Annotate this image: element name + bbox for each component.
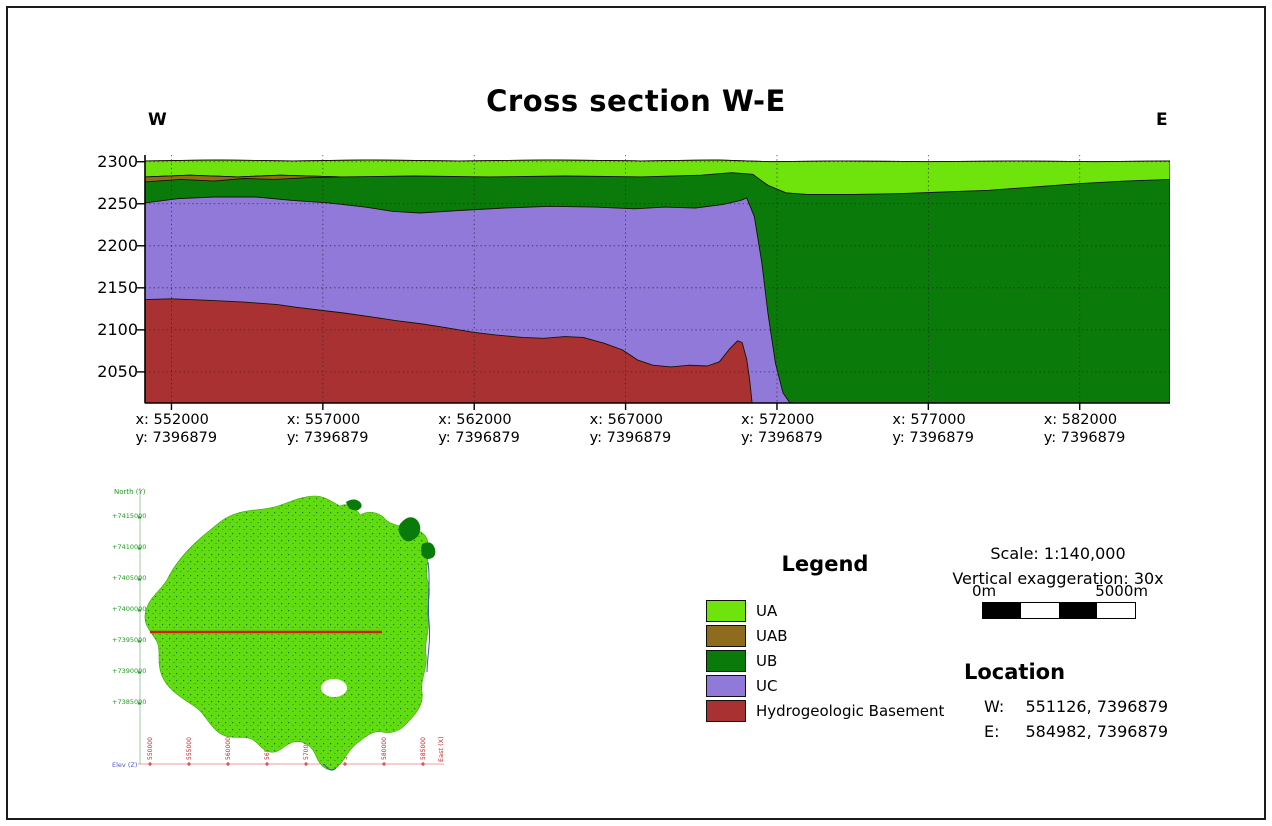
elevation-tick-label: 2100 [97,319,138,339]
inset-lake [321,679,347,697]
distance-tick-label: x: 562000 y: 7396879 [438,412,520,446]
legend-title: Legend [781,552,869,576]
legend-item: Hydrogeologic Basement [706,699,950,722]
inset-elev-axis-label: Elev (Z) [112,761,137,769]
inset-y-tick [138,547,141,550]
inset-y-tick [138,671,141,674]
distance-tick-label: x: 577000 y: 7396879 [892,412,974,446]
elevation-tick-label: 2200 [97,235,138,255]
west-endpoint-label: W [148,110,167,130]
inset-shore-line [323,561,431,771]
elevation-tick-label: 2250 [97,193,138,213]
scale-bar-left-label: 0m [972,582,997,600]
scale-text: Scale: 1:140,000 [990,544,1126,563]
inset-y-tick-label: +7415000 [112,512,146,520]
scale-bar-segment [1097,603,1135,618]
location-title: Location [964,660,1066,684]
inset-y-tick-labels: +7415000 +7410000 +7405000 +7400000 +7395000… [112,512,146,706]
inset-ub-outcrop-3 [346,499,362,511]
location-west-value: 551126, 7396879 [1025,697,1168,716]
location-east-label: E: [984,722,1000,741]
scale-bar-segment [1059,603,1097,618]
legend-swatch [706,649,746,672]
elevation-tick-label: 2050 [97,361,138,381]
layer-basement [144,298,753,404]
inset-x-tick-label: 570000 [303,737,310,760]
vertical-exaggeration-text: Vertical exaggeration: 30x [952,569,1164,588]
elevation-tick-label: 2150 [97,277,138,297]
scale-block: Scale: 1:140,000 Vertical exaggeration: … [938,544,1178,619]
legend-swatch [706,599,746,622]
inset-y-tick [138,702,141,705]
inset-x-tick-label: 585000 [420,737,427,760]
inset-x-tick-label: 550000 [147,737,154,760]
inset-y-tick-label: +7395000 [112,636,146,644]
legend-swatch [706,624,746,647]
elevation-tick-label: 2300 [97,151,138,171]
inset-north-axis-label: North (Y) [114,488,146,496]
legend-item: UAB [706,624,950,647]
scale-bar: 0m 5000m [972,582,1148,619]
inset-y-tick [138,578,141,581]
distance-tick-label: x: 572000 y: 7396879 [740,412,823,446]
scale-bar-segment [983,603,1021,618]
legend: Legend UA UAB UB UC Hydrogeologic Basement [700,552,950,725]
distance-tick-label: x: 557000 y: 7396879 [286,412,369,446]
inset-y-tick-label: +7385000 [112,698,146,706]
inset-x-tick-label: 580000 [381,737,388,760]
layer-ua [144,159,1170,195]
location-east-value: 584982, 7396879 [1025,722,1168,741]
legend-swatch [706,699,746,722]
legend-label: UA [756,601,778,620]
inset-map: North (Y) +7415000 +7410000 +7405000 +74000… [112,488,445,771]
inset-y-tick [138,609,141,612]
inset-x-tick-label: 555000 [186,737,193,760]
legend-item: UC [706,674,950,697]
east-endpoint-label: E [1156,110,1168,130]
distance-tick-label: x: 552000 y: 7396879 [135,412,218,446]
cross-section-layers [137,155,1170,410]
inset-ub-outcrop [398,517,421,542]
inset-y-tick-label: +7405000 [112,574,146,582]
location-row-east: E: 584982, 7396879 [952,719,1182,744]
inset-y-tick [138,516,141,519]
page-title: Cross section W-E [486,84,786,118]
location-row-west: W: 551126, 7396879 [952,694,1182,719]
distance-tick-label: x: 582000 y: 7396879 [1043,412,1126,446]
inset-x-tick-label: 560000 [225,737,232,760]
distance-tick-label: x: 567000 y: 7396879 [589,412,672,446]
inset-east-axis-label: East (X) [437,736,445,762]
scale-bar-segment [1021,603,1059,618]
inset-y-tick-label: +7410000 [112,543,146,551]
location-block: Location W: 551126, 7396879 E: 584982, 7… [952,660,1182,744]
inset-ub-outcrop-2 [421,542,436,559]
legend-item: UB [706,649,950,672]
inset-y-tick [138,640,141,643]
layer-uab [144,174,342,183]
scale-bar-right-label: 5000m [1095,582,1148,600]
location-west-label: W: [984,697,1005,716]
legend-label: UB [756,651,778,670]
scale-bar-segments [982,602,1136,619]
cross-section-plot [137,155,1170,410]
inset-y-tick-label: +7390000 [112,667,146,675]
inset-y-tick-label: +7400000 [112,605,146,613]
legend-label: UAB [756,626,788,645]
page-border [6,6,1266,820]
legend-label: Hydrogeologic Basement [756,701,945,720]
legend-swatch [706,674,746,697]
legend-items: UA UAB UB UC Hydrogeologic Basement [700,599,950,722]
legend-label: UC [756,676,778,695]
legend-item: UA [706,599,950,622]
